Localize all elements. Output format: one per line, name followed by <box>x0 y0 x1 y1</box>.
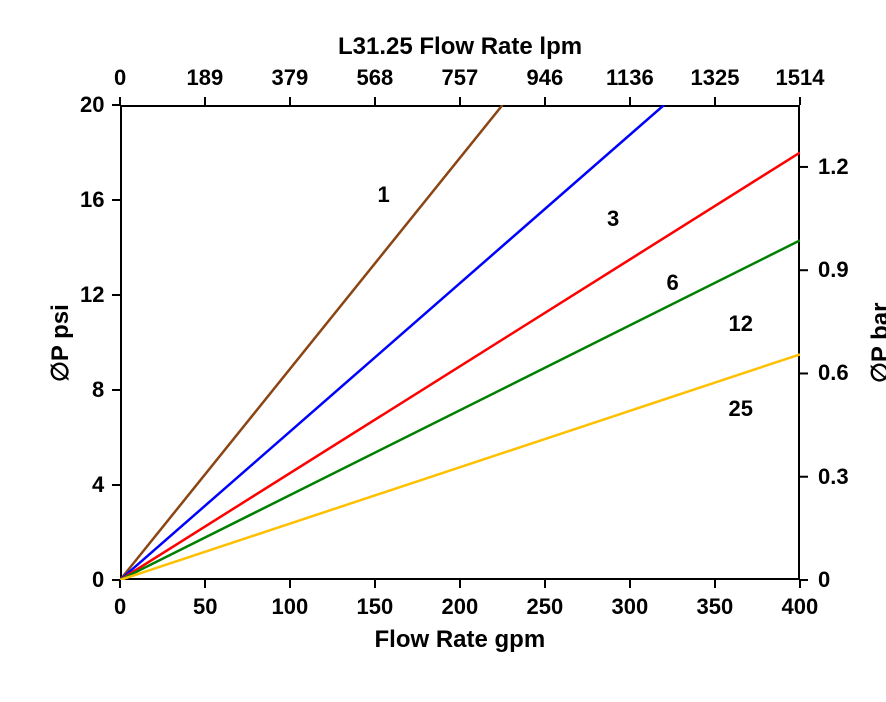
y-left-tick-20: 20 <box>80 92 104 118</box>
y-left-tick-16: 16 <box>80 187 104 213</box>
series-label-3: 3 <box>607 206 619 232</box>
y-right-tick-1.2: 1.2 <box>818 154 849 180</box>
x-axis-label-bottom: Flow Rate gpm <box>375 626 546 654</box>
x-top-tick-946: 946 <box>527 65 564 91</box>
x-bottom-tick-300: 300 <box>612 594 649 620</box>
y-left-text: P psi <box>47 304 74 361</box>
y-right-tick-0.9: 0.9 <box>818 257 849 283</box>
x-bottom-tick-0: 0 <box>114 594 126 620</box>
x-top-tick-757: 757 <box>442 65 479 91</box>
y-left-tick-4: 4 <box>92 472 104 498</box>
series-line-12 <box>120 240 800 580</box>
series-line-1 <box>120 105 503 580</box>
y-right-tick-0.3: 0.3 <box>818 464 849 490</box>
x-bottom-tick-50: 50 <box>193 594 217 620</box>
series-label-25: 25 <box>729 396 753 422</box>
y-left-tick-0: 0 <box>92 567 104 593</box>
y-left-tick-12: 12 <box>80 282 104 308</box>
series-line-6 <box>120 153 800 581</box>
x-bottom-tick-100: 100 <box>272 594 309 620</box>
x-bottom-tick-350: 350 <box>697 594 734 620</box>
series-label-12: 12 <box>729 311 753 337</box>
x-bottom-tick-200: 200 <box>442 594 479 620</box>
x-top-tick-1136: 1136 <box>606 65 654 91</box>
y-left-tick-8: 8 <box>92 377 104 403</box>
x-top-tick-0: 0 <box>114 65 126 91</box>
x-top-tick-1514: 1514 <box>776 65 825 91</box>
y-axis-label-left: ∅P psi <box>46 304 75 382</box>
y-right-tick-0.6: 0.6 <box>818 360 849 386</box>
x-top-tick-1325: 1325 <box>691 65 740 91</box>
x-top-tick-379: 379 <box>272 65 309 91</box>
y-right-tick-0: 0 <box>818 567 830 593</box>
x-bottom-tick-400: 400 <box>782 594 819 620</box>
series-label-1: 1 <box>378 182 390 208</box>
x-bottom-tick-250: 250 <box>527 594 564 620</box>
x-top-tick-189: 189 <box>187 65 224 91</box>
series-label-6: 6 <box>667 270 679 296</box>
chart-title-top: L31.25 Flow Rate lpm <box>338 33 582 61</box>
chart-container: Flow Rate gpm ∅P psi ∅P bar 050100150200… <box>0 0 886 702</box>
x-top-tick-568: 568 <box>357 65 394 91</box>
y-right-text: P bar <box>867 303 886 363</box>
series-line-3 <box>120 105 664 580</box>
series-line-25 <box>120 354 800 580</box>
y-axis-label-right: ∅P bar <box>866 303 886 384</box>
x-bottom-tick-150: 150 <box>357 594 394 620</box>
